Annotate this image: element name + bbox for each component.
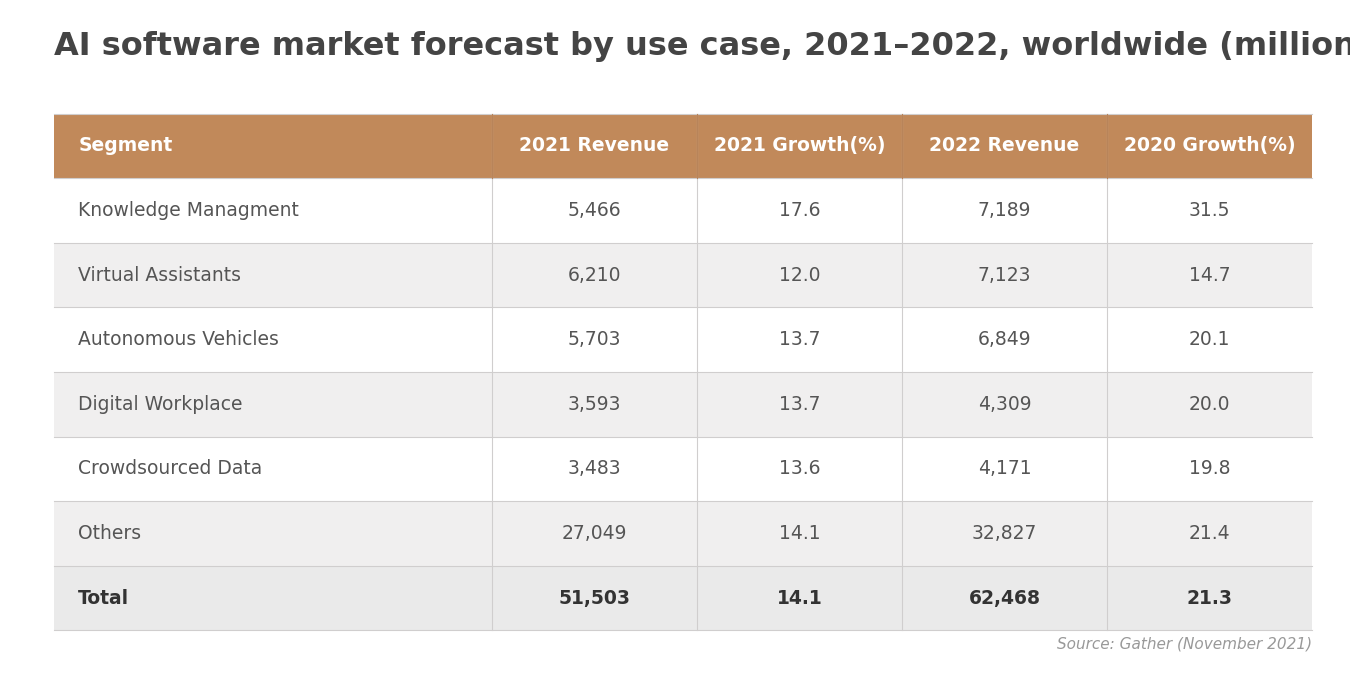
Text: 6,849: 6,849 [977,330,1031,349]
Text: 4,171: 4,171 [977,460,1031,478]
Text: Autonomous Vehicles: Autonomous Vehicles [78,330,279,349]
Text: 12.0: 12.0 [779,266,821,285]
Text: 2021 Revenue: 2021 Revenue [520,136,670,156]
Text: AI software market forecast by use case, 2021–2022, worldwide (millions USD): AI software market forecast by use case,… [54,31,1350,62]
Text: 3,483: 3,483 [567,460,621,478]
Text: 14.1: 14.1 [779,524,821,543]
Text: Knowledge Managment: Knowledge Managment [78,201,300,220]
Text: 14.1: 14.1 [776,588,822,608]
Text: 31.5: 31.5 [1189,201,1230,220]
Text: Total: Total [78,588,130,608]
Text: 51,503: 51,503 [559,588,630,608]
Text: 5,703: 5,703 [567,330,621,349]
Text: 5,466: 5,466 [567,201,621,220]
Text: Digital Workplace: Digital Workplace [78,395,243,414]
Text: 32,827: 32,827 [972,524,1037,543]
Text: 21.3: 21.3 [1187,588,1233,608]
Text: 6,210: 6,210 [567,266,621,285]
Text: 2022 Revenue: 2022 Revenue [929,136,1080,156]
Text: 14.7: 14.7 [1189,266,1230,285]
Text: 19.8: 19.8 [1189,460,1230,478]
Text: 62,468: 62,468 [968,588,1041,608]
Text: 7,189: 7,189 [977,201,1031,220]
Text: 20.1: 20.1 [1189,330,1230,349]
Text: 2021 Growth(%): 2021 Growth(%) [714,136,886,156]
Text: 13.6: 13.6 [779,460,821,478]
Text: 17.6: 17.6 [779,201,821,220]
Text: 4,309: 4,309 [977,395,1031,414]
Text: Segment: Segment [78,136,173,156]
Text: 2020 Growth(%): 2020 Growth(%) [1123,136,1296,156]
Text: 13.7: 13.7 [779,395,821,414]
Text: Others: Others [78,524,142,543]
Text: Source: Gather (November 2021): Source: Gather (November 2021) [1057,636,1312,651]
Text: Virtual Assistants: Virtual Assistants [78,266,242,285]
Text: Crowdsourced Data: Crowdsourced Data [78,460,262,478]
Text: 3,593: 3,593 [567,395,621,414]
Text: 21.4: 21.4 [1189,524,1230,543]
Text: 27,049: 27,049 [562,524,628,543]
Text: 7,123: 7,123 [977,266,1031,285]
Text: 20.0: 20.0 [1189,395,1230,414]
Text: 13.7: 13.7 [779,330,821,349]
